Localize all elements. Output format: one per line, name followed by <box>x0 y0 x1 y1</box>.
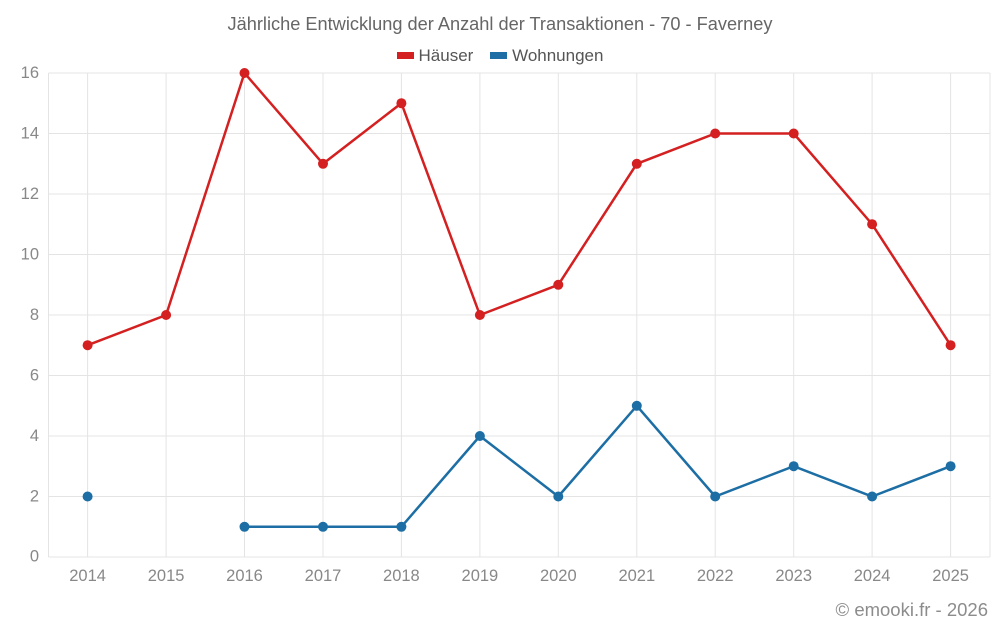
svg-text:10: 10 <box>21 246 39 264</box>
svg-text:6: 6 <box>30 367 39 385</box>
svg-text:2015: 2015 <box>148 567 185 585</box>
svg-text:14: 14 <box>21 125 39 143</box>
svg-text:0: 0 <box>30 548 39 566</box>
svg-text:2022: 2022 <box>697 567 734 585</box>
svg-text:16: 16 <box>21 64 39 82</box>
svg-text:2023: 2023 <box>775 567 812 585</box>
svg-text:2016: 2016 <box>226 567 263 585</box>
svg-text:4: 4 <box>30 427 39 445</box>
svg-text:2024: 2024 <box>854 567 891 585</box>
svg-text:2019: 2019 <box>462 567 499 585</box>
svg-text:2: 2 <box>30 488 39 506</box>
svg-text:2020: 2020 <box>540 567 577 585</box>
svg-text:12: 12 <box>21 185 39 203</box>
svg-text:2021: 2021 <box>618 567 655 585</box>
svg-text:8: 8 <box>30 306 39 324</box>
svg-text:2014: 2014 <box>69 567 106 585</box>
svg-text:2018: 2018 <box>383 567 420 585</box>
svg-text:2025: 2025 <box>932 567 969 585</box>
svg-text:2017: 2017 <box>305 567 342 585</box>
